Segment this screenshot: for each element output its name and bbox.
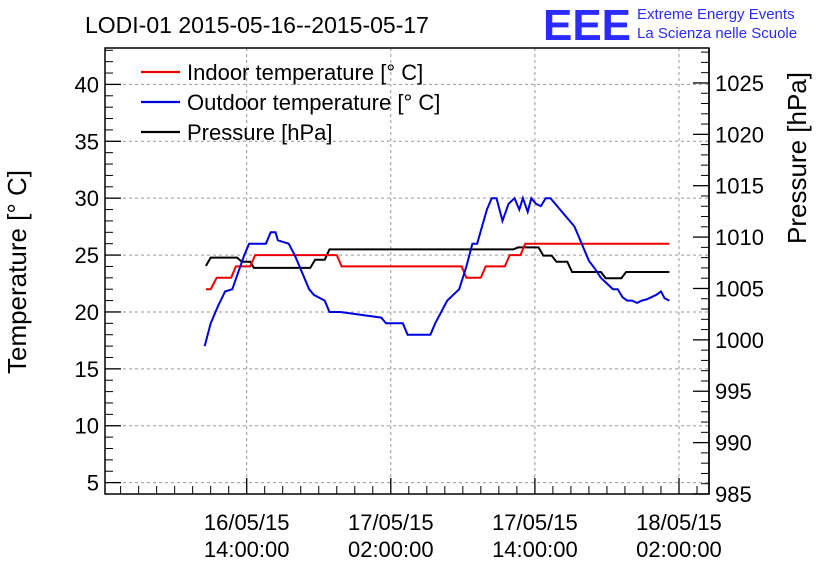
- legend-label-outdoor: Outdoor temperature [° C]: [187, 90, 440, 115]
- legend-label-indoor: Indoor temperature [° C]: [187, 60, 423, 85]
- axes: 51015202530354016/05/1514:00:0017/05/150…: [75, 48, 764, 562]
- series-layer: [203, 195, 670, 347]
- y2-tick-label: 990: [715, 431, 752, 456]
- y2-tick-label: 1020: [715, 122, 764, 147]
- y2-tick-label: 1000: [715, 328, 764, 353]
- eee-logo: EEE Extreme Energy Events La Scienza nel…: [543, 1, 797, 50]
- x-tick-label-date: 16/05/15: [204, 510, 290, 535]
- x-tick-label-time: 14:00:00: [492, 537, 578, 562]
- eee-logo-line2: La Scienza nelle Scuole: [637, 25, 797, 42]
- x-tick-label-time: 14:00:00: [204, 537, 290, 562]
- y-axis-left-title: Temperature [° C]: [2, 170, 32, 374]
- y-tick-label: 40: [75, 72, 99, 97]
- series-line-indoor: [205, 242, 670, 291]
- chart-title: LODI-01 2015-05-16--2015-05-17: [85, 12, 429, 38]
- y2-tick-label: 1010: [715, 225, 764, 250]
- y2-tick-label: 1015: [715, 174, 764, 199]
- x-tick-label-time: 02:00:00: [348, 537, 434, 562]
- series-line-pressure: [205, 246, 670, 280]
- x-tick-label-time: 02:00:00: [636, 537, 722, 562]
- y2-tick-label: 1025: [715, 71, 764, 96]
- y2-tick-label: 1005: [715, 276, 764, 301]
- y-tick-label: 10: [75, 414, 99, 439]
- grid-lines: [105, 48, 709, 494]
- y-tick-label: 30: [75, 186, 99, 211]
- y2-tick-label: 985: [715, 482, 752, 507]
- x-tick-label-date: 18/05/15: [636, 510, 722, 535]
- y-tick-label: 15: [75, 357, 99, 382]
- y-tick-label: 25: [75, 243, 99, 268]
- y2-tick-label: 995: [715, 379, 752, 404]
- y-tick-label: 20: [75, 300, 99, 325]
- legend-label-pressure: Pressure [hPa]: [187, 120, 333, 145]
- y-axis-right-title: Pressure [hPa]: [782, 72, 812, 244]
- eee-logo-line1: Extreme Energy Events: [637, 6, 795, 23]
- series-line-outdoor: [203, 195, 670, 347]
- x-tick-label-date: 17/05/15: [348, 510, 434, 535]
- legend: Indoor temperature [° C] Outdoor temperat…: [141, 60, 440, 145]
- y-tick-label: 5: [87, 471, 99, 496]
- eee-logo-mark: EEE: [543, 1, 631, 50]
- y-tick-label: 35: [75, 129, 99, 154]
- x-tick-label-date: 17/05/15: [492, 510, 578, 535]
